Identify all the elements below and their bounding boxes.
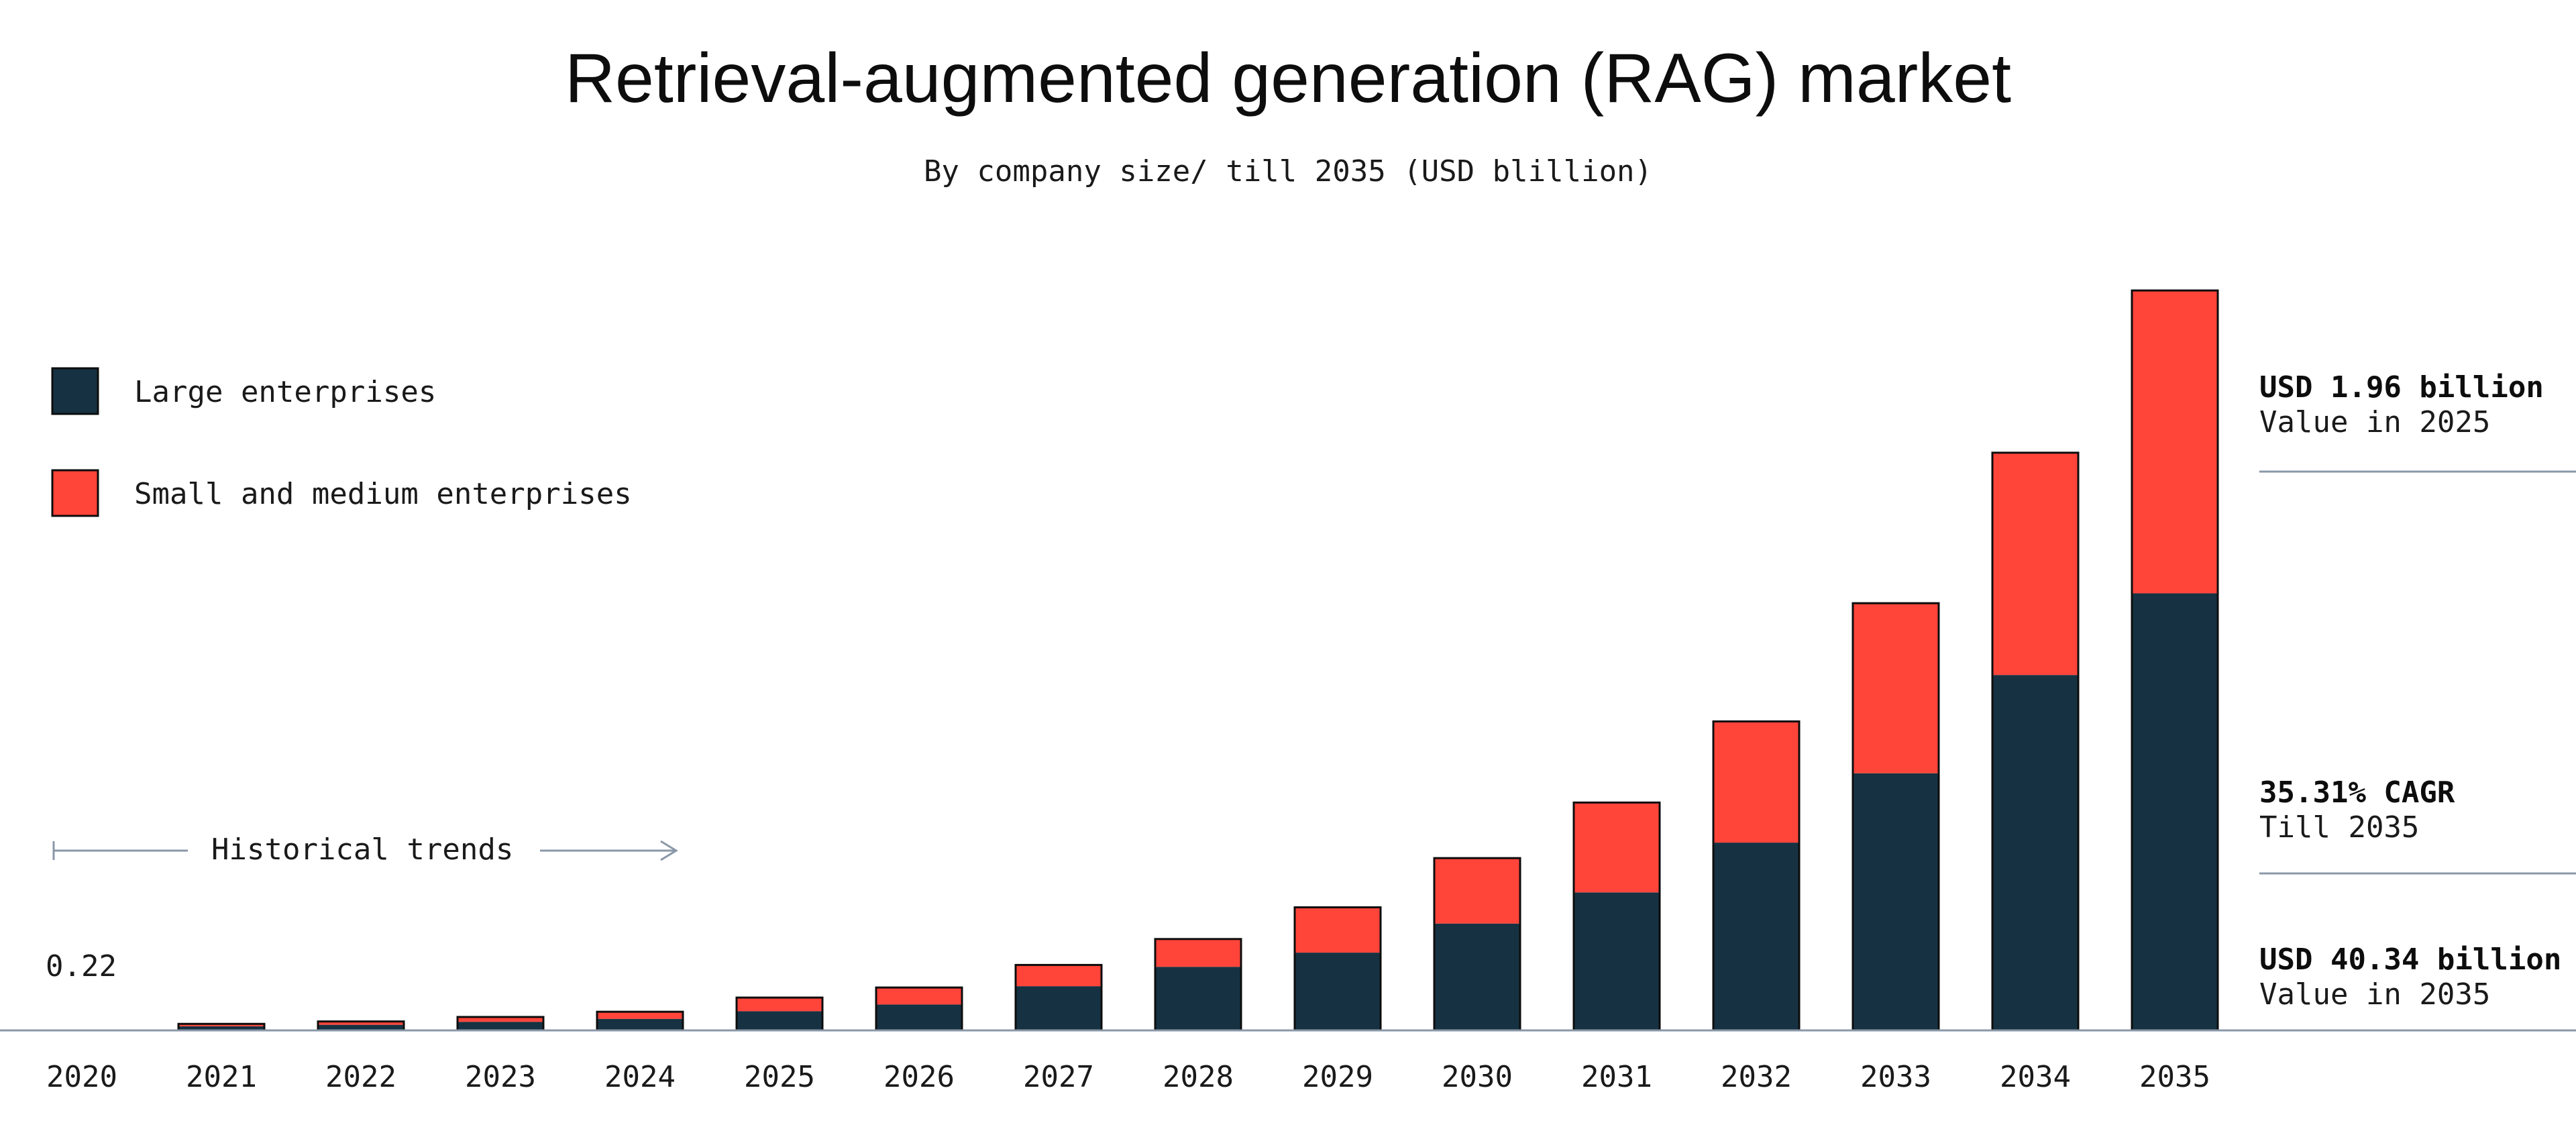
historical-trends-label: Historical trends [211,833,513,867]
data-label-2020: 0.22 [46,949,117,983]
stat-value-2035: USD 40.34 billion [2259,943,2561,977]
x-tick-label-2028: 2028 [1163,1060,1234,1094]
stat-value-2025: USD 1.96 billion [2259,370,2544,405]
legend: Large enterprises Small and medium enter… [51,367,632,517]
bar-segment-2026-sme [876,987,962,1005]
bar-segment-2031-large [1574,892,1660,1030]
bar-segment-2023-large [458,1022,543,1030]
x-tick-label-2024: 2024 [604,1060,676,1094]
bar-segment-2028-large [1155,967,1241,1030]
stat-annotations: USD 1.96 billion Value in 2025 35.31% CA… [2259,370,2576,1012]
x-axis-ticks: 2020 2021 2022 2023 2024 2025 2026 2027 2028 2029… [46,1060,2210,1094]
x-tick-label-2022: 2022 [325,1060,396,1094]
x-tick-label-2020: 2020 [46,1060,117,1094]
x-tick-label-2021: 2021 [186,1060,257,1094]
bar-segment-2034-sme [1992,452,2078,676]
stat-caption-2025: Value in 2025 [2259,405,2490,439]
x-tick-label-2033: 2033 [1860,1060,1931,1094]
bar-segment-2027-sme [1016,965,1102,987]
bar-segment-2035-sme [2132,290,2218,594]
bar-segment-2030-large [1434,923,1520,1030]
bar-segment-2029-large [1295,953,1381,1030]
bar-segment-2026-large [876,1004,962,1030]
x-tick-label-2026: 2026 [883,1060,955,1094]
bar-segment-2032-sme [1713,721,1799,843]
bar-segment-2032-large [1713,843,1799,1030]
x-tick-label-2025: 2025 [744,1060,815,1094]
x-tick-label-2031: 2031 [1581,1060,1652,1094]
bar-segment-2025-sme [737,998,822,1012]
bar-segment-2028-sme [1155,938,1241,967]
bar-segment-2022-large [318,1024,404,1030]
legend-swatch-large-enterprises [51,367,99,415]
bar-segment-2022-sme [318,1021,404,1025]
x-tick-label-2035: 2035 [2139,1060,2210,1094]
bar-segment-2033-large [1853,773,1939,1030]
x-tick-label-2030: 2030 [1442,1060,1513,1094]
x-tick-label-2027: 2027 [1023,1060,1094,1094]
chart-subtitle: By company size/ till 2035 (USD blillion… [924,154,1652,189]
legend-label-small-medium-enterprises: Small and medium enterprises [134,477,632,511]
bar-segment-2024-large [597,1018,683,1030]
bar-segment-2030-sme [1434,858,1520,924]
x-tick-label-2032: 2032 [1721,1060,1792,1094]
bar-segment-2021-large [178,1026,264,1030]
bars-layer [39,289,2219,1032]
bar-segment-2024-sme [597,1012,683,1019]
bar-segment-2033-sme [1853,603,1939,773]
arrow-right-icon [660,840,678,861]
bar-segment-2031-sme [1574,802,1660,893]
stat-caption-cagr: Till 2035 [2259,810,2419,845]
bar-segment-2020-sme [39,1026,125,1028]
legend-label-large-enterprises: Large enterprises [134,375,436,409]
x-tick-label-2034: 2034 [2000,1060,2071,1094]
stat-cagr: 35.31% CAGR [2259,775,2455,810]
bar-segment-2023-sme [458,1016,543,1022]
bar-segment-2029-sme [1295,907,1381,953]
x-tick-label-2023: 2023 [465,1060,536,1094]
bar-segment-2027-large [1016,986,1102,1030]
bar-segment-2034-large [1992,675,2078,1030]
bar-segment-2025-large [737,1011,822,1030]
chart-title: Retrieval-augmented generation (RAG) mar… [565,40,2011,117]
historical-trends-marker: Historical trends [52,833,678,867]
stat-caption-2035: Value in 2035 [2259,977,2490,1012]
bar-segment-2035-large [2132,593,2218,1030]
x-tick-label-2029: 2029 [1302,1060,1373,1094]
legend-swatch-small-medium-enterprises [51,469,99,517]
bar-segment-2021-sme [178,1024,264,1026]
